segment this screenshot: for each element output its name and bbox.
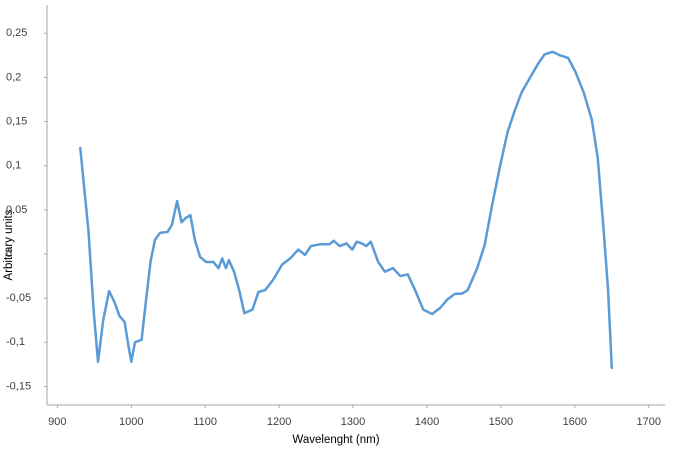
- y-tick-label: 0,15: [6, 115, 27, 127]
- y-tick-label: 0,2: [6, 71, 21, 83]
- y-tick-label: -0,05: [6, 292, 31, 304]
- x-tick-label: 900: [48, 416, 66, 428]
- x-tick-label: 1300: [341, 416, 365, 428]
- y-tick-label: 0,1: [6, 160, 21, 172]
- y-tick-label: 0,05: [6, 204, 27, 216]
- x-axis-title: Wavelenght (nm): [292, 434, 379, 446]
- y-tick-label: -0,1: [6, 336, 25, 348]
- x-tick-label: 1000: [119, 416, 143, 428]
- y-axis-title: Arbitrary units: [3, 209, 15, 280]
- x-tick-label: 1400: [415, 416, 439, 428]
- x-tick-label: 1100: [193, 416, 217, 428]
- data-line: [79, 50, 614, 370]
- y-tick-label: -0,15: [6, 380, 31, 392]
- x-tick-label: 1700: [636, 416, 660, 428]
- y-tick-label: 0,25: [6, 27, 27, 39]
- x-tick-label: 1200: [267, 416, 291, 428]
- y-tick-label: 0: [6, 248, 12, 260]
- x-tick-label: 1500: [489, 416, 513, 428]
- x-tick-label: 1600: [563, 416, 587, 428]
